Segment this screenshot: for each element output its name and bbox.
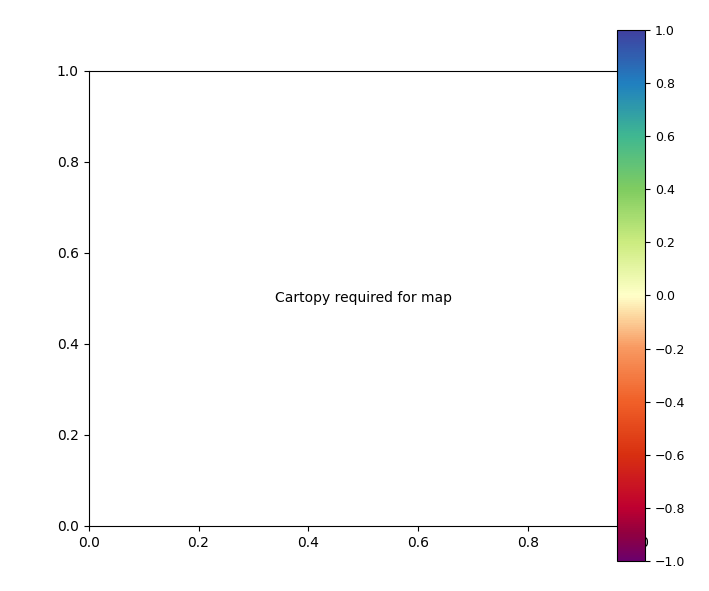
Text: Cartopy required for map: Cartopy required for map: [275, 291, 452, 306]
